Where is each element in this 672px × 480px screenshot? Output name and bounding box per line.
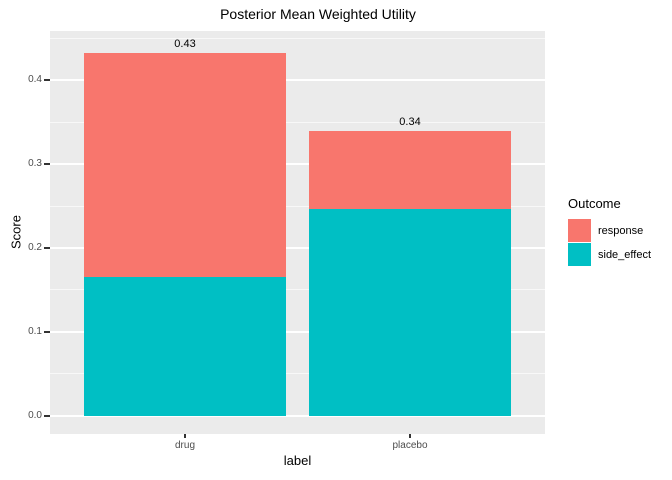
y-tick-label: 0.3 [28, 158, 42, 170]
y-tick-mark [44, 79, 50, 82]
legend-title: Outcome [568, 196, 621, 211]
y-tick-mark [44, 414, 50, 417]
x-axis-title: label [283, 453, 312, 468]
legend-item: response [568, 219, 651, 242]
gridline-minor [50, 289, 545, 291]
bar-total-label: 0.43 [174, 37, 196, 50]
gridline-minor [50, 121, 545, 123]
y-tick-mark [44, 247, 50, 249]
x-tick-mark [184, 434, 186, 438]
y-tick-mark [44, 330, 50, 333]
legend-item-label: side_effect [598, 248, 652, 261]
gridline-minor [50, 38, 545, 40]
y-tick-label: 0.2 [28, 242, 42, 253]
bar-segment-placebo-response [308, 130, 512, 209]
legend-item: side_effect [568, 243, 651, 266]
response-swatch [568, 219, 591, 242]
legend: Outcome response side_effect [568, 196, 651, 267]
gridline-minor [50, 205, 545, 207]
side-effect-swatch [568, 243, 591, 266]
plot-panel: 0.43 0.34 [50, 31, 545, 434]
bar-total-label: 0.34 [399, 115, 421, 128]
gridline-minor [50, 373, 545, 375]
bar-segment-placebo-side_effect [308, 208, 512, 416]
gridline-major [50, 163, 545, 166]
y-tick-label: 0.1 [28, 325, 42, 337]
x-tick-mark [409, 434, 411, 438]
y-tick-label: 0.0 [28, 409, 42, 421]
bar-segment-drug-side_effect [83, 277, 287, 416]
gridline-major [50, 414, 545, 417]
legend-items: response side_effect [568, 219, 651, 266]
legend-item-label: response [598, 224, 644, 237]
gridline-major [50, 330, 545, 333]
y-tick-mark [44, 163, 50, 166]
bar-segment-drug-response [83, 52, 287, 278]
gridline-major [50, 79, 545, 82]
y-tick-label: 0.4 [28, 74, 42, 86]
x-tick-label: drug [174, 440, 196, 451]
gridline-major [50, 247, 545, 249]
x-tick-label: placebo [392, 440, 428, 451]
chart-title: Posterior Mean Weighted Utility [220, 6, 416, 22]
